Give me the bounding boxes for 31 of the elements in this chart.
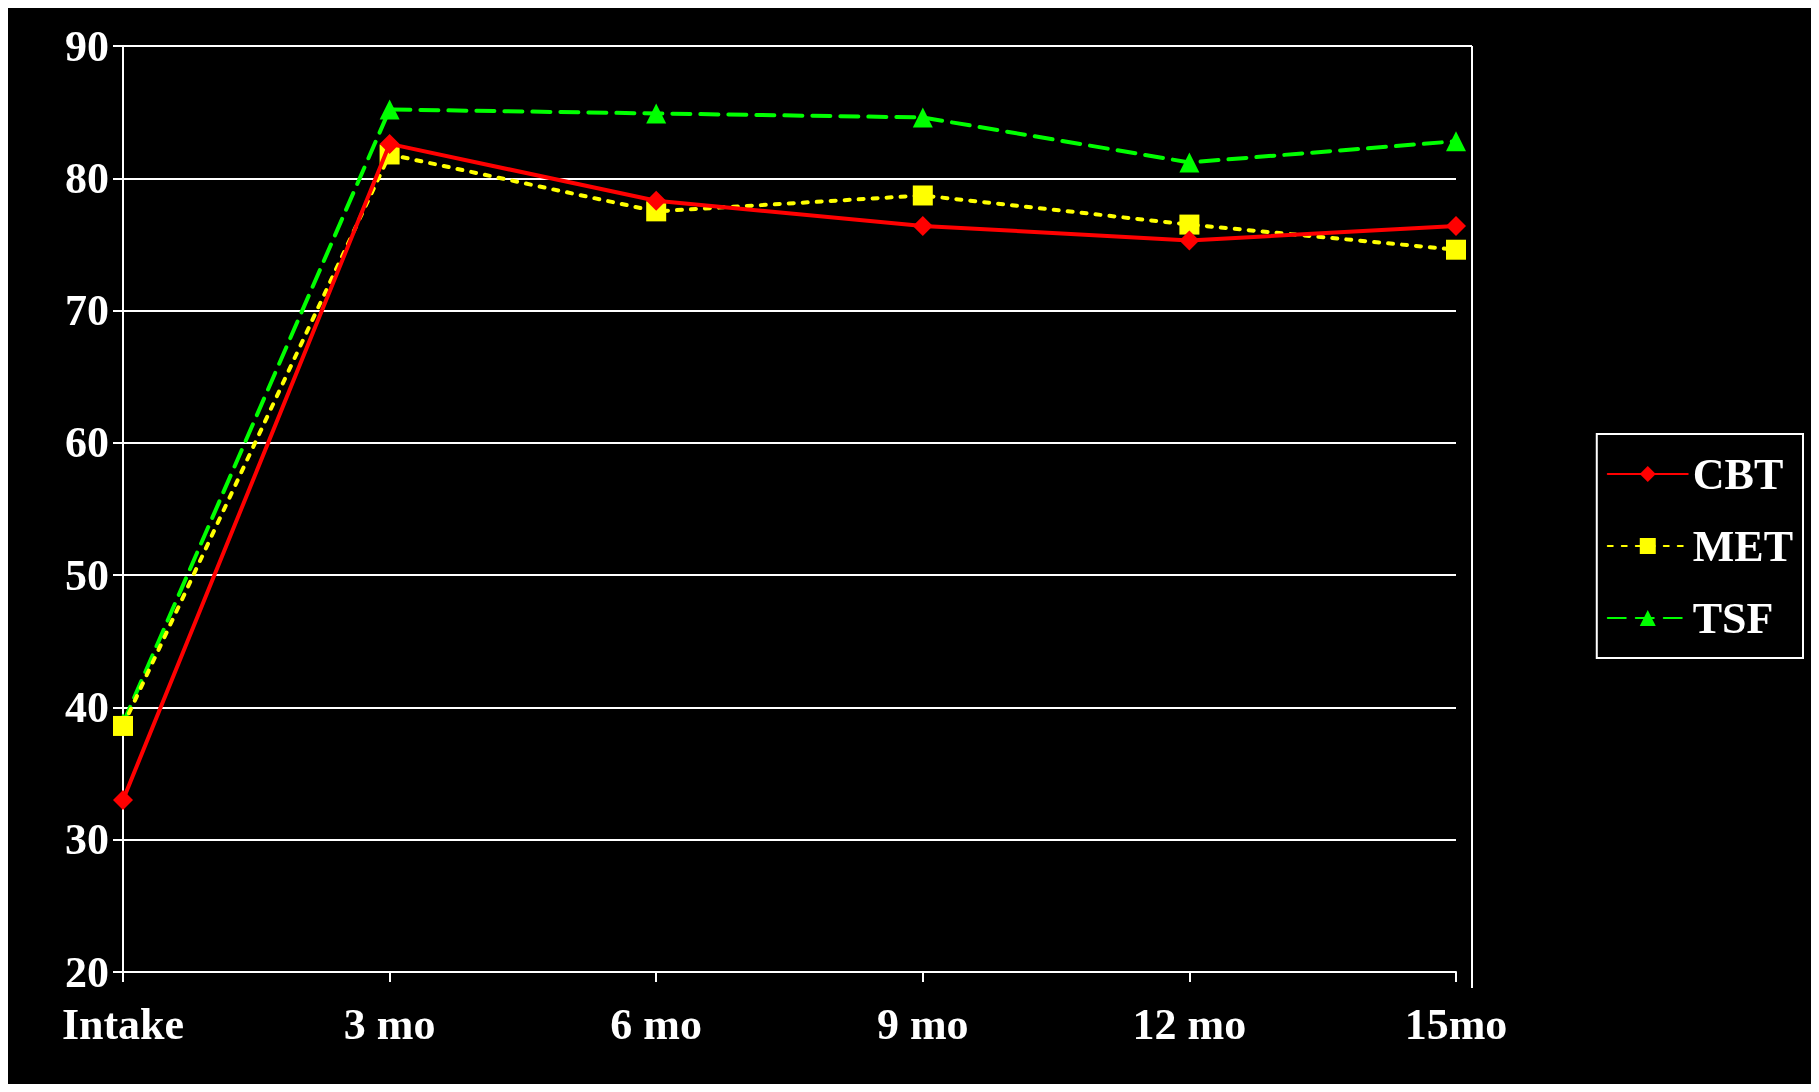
- x-tick-label: Intake: [61, 999, 185, 1049]
- point: [379, 133, 400, 154]
- y-tick-label: 20: [65, 947, 109, 997]
- y-tick-label: 30: [65, 815, 109, 865]
- point: [1179, 214, 1200, 235]
- y-tick-label: 90: [65, 21, 109, 71]
- x-tick-label: 15mo: [1404, 999, 1508, 1049]
- legend-label: TSF: [1692, 593, 1774, 643]
- y-tick-label: 60: [65, 418, 109, 468]
- point: [646, 190, 667, 211]
- y-tick-label: 70: [65, 286, 109, 336]
- point: [113, 790, 133, 811]
- point: [1446, 131, 1466, 152]
- point: [1179, 230, 1200, 251]
- legend-label: MET: [1692, 521, 1794, 571]
- x-tick-label: 6 mo: [610, 999, 703, 1049]
- point: [1446, 239, 1466, 260]
- x-tick-label: 9 mo: [876, 999, 969, 1049]
- point: [379, 99, 400, 120]
- point: [646, 103, 667, 124]
- point: [912, 107, 933, 128]
- x-tick-label: 12 mo: [1132, 999, 1247, 1049]
- y-tick-label: 40: [65, 682, 109, 732]
- y-tick-label: 50: [65, 550, 109, 600]
- point: [1446, 215, 1466, 236]
- legend-label: CBT: [1692, 449, 1784, 499]
- point: [1179, 152, 1200, 173]
- y-tick-label: 80: [65, 153, 109, 203]
- x-tick-label: 3 mo: [343, 999, 436, 1049]
- point: [912, 215, 933, 236]
- point: [912, 185, 933, 206]
